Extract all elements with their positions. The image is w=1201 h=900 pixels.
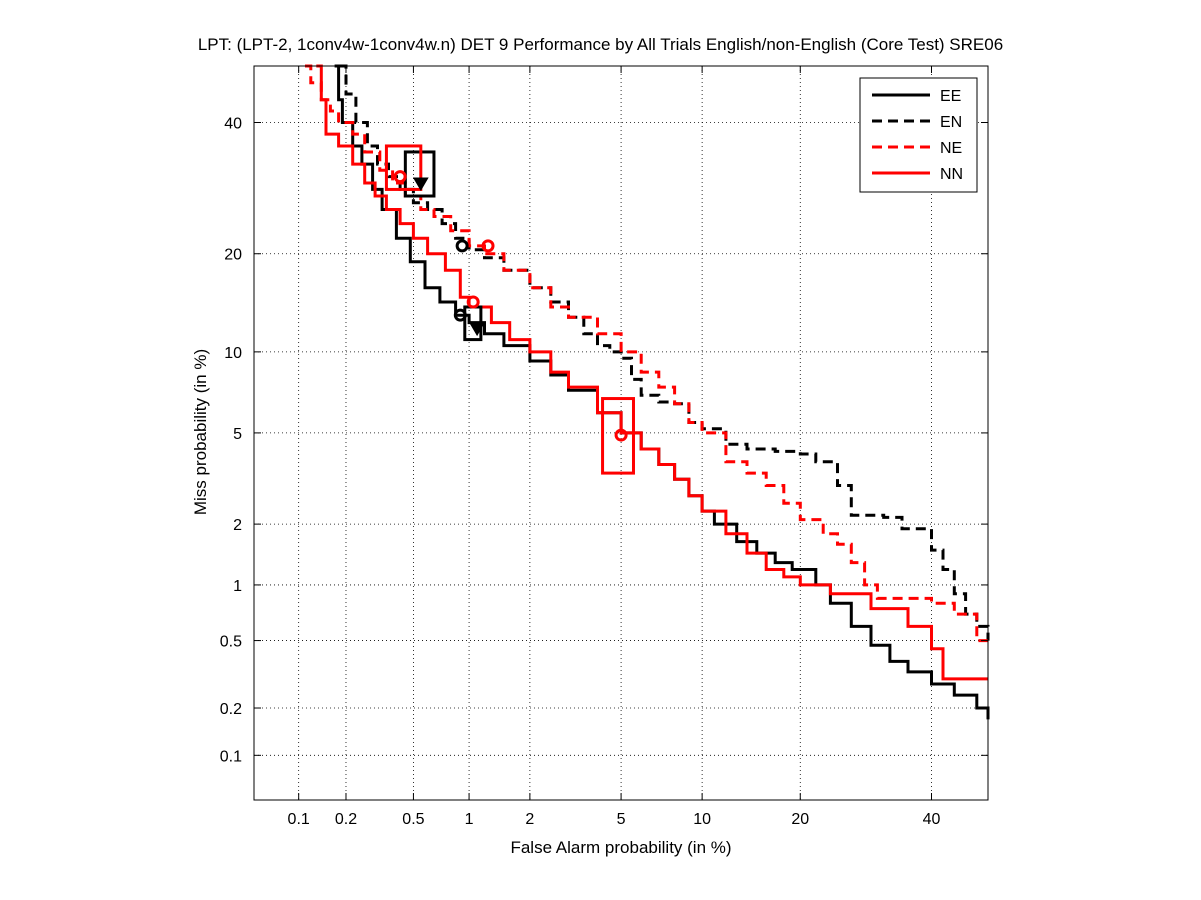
x-tick-label: 1 [465,811,474,828]
marker-layer [384,144,635,475]
legend-label-nn: NN [940,166,963,183]
min-dcf-marker-en [455,239,469,253]
min-dcf-marker-ne [393,170,407,184]
series-layer [305,64,990,720]
legend: EE EN NE NN [859,77,978,193]
actual-dcf-marker-en [412,177,429,191]
legend-label-ne: NE [940,140,962,157]
legend-label-en: EN [940,114,962,131]
x-tick-label: 20 [791,811,809,828]
legend-label-ee: EE [940,88,961,105]
x-tick-label: 0.2 [335,811,357,828]
x-tick-label: 10 [693,811,711,828]
y-tick-label: 40 [224,116,242,133]
series-line-en [338,64,990,641]
x-axis-label: False Alarm probability (in %) [510,838,732,857]
y-tick-label: 1 [233,578,242,595]
y-tick-label: 5 [233,426,242,443]
x-tick-label: 0.5 [402,811,424,828]
series-line-ne [305,64,988,643]
chart-title: LPT: (LPT-2, 1conv4w-1conv4w.n) DET 9 Pe… [197,35,1004,54]
min-dcf-marker-ee [453,308,467,322]
y-axis-label: Miss probability (in %) [191,348,210,516]
series-line-nn [316,64,988,681]
y-tick-label: 0.2 [220,701,242,718]
confidence-box-ne [384,144,423,191]
min-dcf-marker-nn [614,428,628,442]
x-tick-label: 5 [617,811,626,828]
actual-dcf-marker-ee [469,322,485,337]
y-tick-label: 0.1 [220,748,242,765]
y-tick-label: 2 [233,517,242,534]
tick-layer: 0.1 0.2 0.5 1 2 5 10 20 40 0.1 0.2 0.5 1 2 5 10 20 40 [220,66,988,828]
x-tick-label: 2 [525,811,534,828]
min-dcf-marker-nn [466,295,480,309]
confidence-box-nn [601,397,635,475]
min-dcf-marker-ne [481,239,495,253]
x-tick-label: 40 [923,811,941,828]
x-tick-label: 0.1 [288,811,310,828]
y-tick-label: 0.5 [220,634,242,651]
y-tick-label: 10 [224,345,242,362]
y-tick-label: 20 [224,247,242,264]
